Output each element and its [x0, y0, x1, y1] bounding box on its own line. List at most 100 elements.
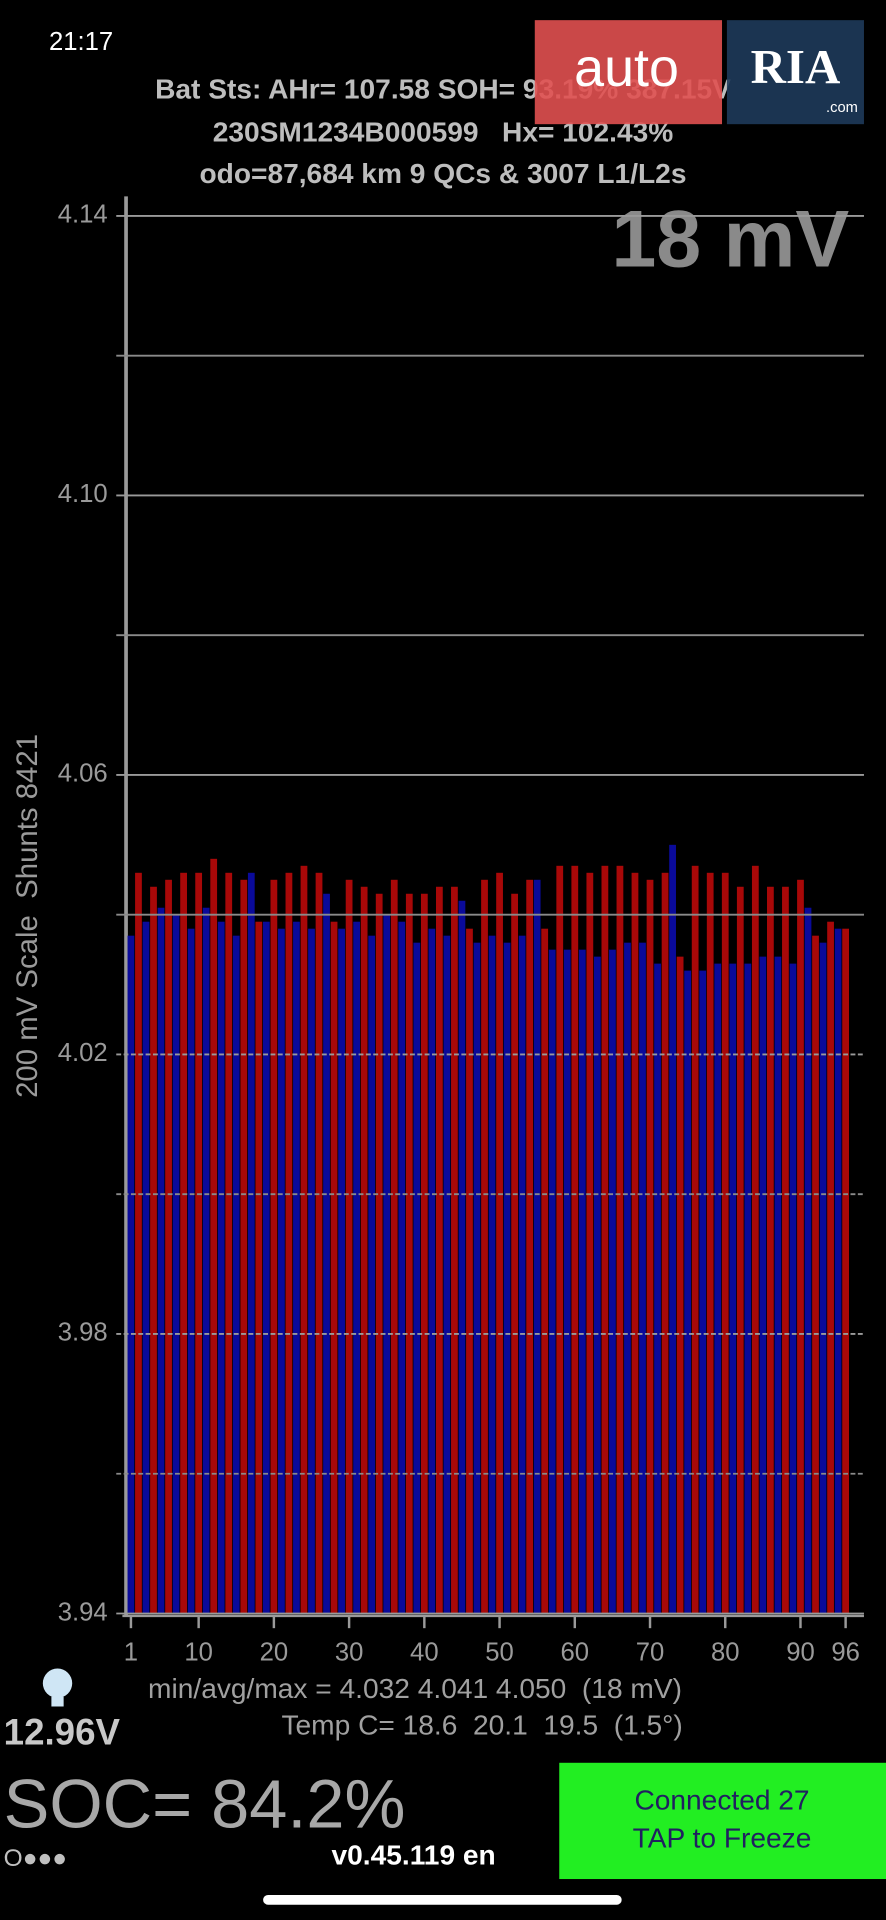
bar [278, 928, 285, 1614]
bar [518, 935, 526, 1614]
bar [135, 872, 142, 1614]
bar [782, 886, 789, 1614]
bar [548, 949, 556, 1614]
bar [609, 949, 616, 1614]
watermark-text: auto [574, 38, 679, 98]
soc: SOC= 84.2% [4, 1765, 406, 1842]
y-tick-label: 3.94 [58, 1598, 108, 1626]
bar [353, 921, 361, 1614]
bar [300, 865, 308, 1614]
bar [541, 928, 549, 1614]
bar [345, 879, 353, 1614]
voltage: 12.96V [4, 1711, 121, 1752]
x-tick-label: 60 [561, 1639, 590, 1667]
bar [428, 928, 436, 1614]
bar [150, 886, 157, 1614]
bar [789, 963, 797, 1614]
bar [721, 872, 729, 1614]
bar [751, 865, 759, 1614]
bar [308, 928, 315, 1614]
watermark-box [534, 20, 723, 125]
bar [255, 921, 263, 1614]
bar [601, 865, 609, 1614]
bar [774, 956, 782, 1614]
bar [503, 942, 511, 1614]
y-tick-label: 4.06 [58, 760, 108, 788]
bar [368, 935, 376, 1614]
bar [240, 879, 248, 1614]
bar [556, 865, 564, 1614]
bar [262, 921, 270, 1614]
x-tick-label: 50 [485, 1639, 514, 1667]
x-tick-label: 70 [636, 1639, 665, 1667]
bar [481, 879, 488, 1614]
bar [691, 865, 699, 1614]
bar [398, 921, 406, 1614]
version: v0.45.119 en [332, 1839, 496, 1870]
stats-line: min/avg/max = 4.032 4.041 4.050 (18 mV) [148, 1673, 682, 1704]
bar [157, 907, 165, 1614]
plot: 4.14 4.10 4.06 4.02 3.98 3.94 1 10 20 30 40 50 60 70 8… [58, 201, 864, 1667]
bar [413, 942, 421, 1614]
bar [676, 956, 684, 1614]
bar [225, 872, 233, 1614]
bar [375, 893, 383, 1614]
bar [624, 942, 631, 1614]
connect-button[interactable] [559, 1762, 886, 1880]
x-tick-label: 90 [786, 1639, 815, 1667]
y-tick-label: 4.14 [58, 201, 108, 229]
bar [834, 928, 842, 1614]
button-text[interactable]: Connected 27 [634, 1784, 809, 1815]
bar [172, 914, 180, 1614]
bar [586, 872, 594, 1614]
bar [744, 963, 752, 1614]
bar [142, 921, 150, 1614]
bar [593, 956, 601, 1614]
y-tick-label: 4.02 [58, 1039, 108, 1067]
bar [511, 893, 518, 1614]
bar [323, 893, 330, 1614]
bar [729, 963, 737, 1614]
bar [210, 858, 218, 1614]
bar [616, 865, 624, 1614]
bar [631, 872, 639, 1614]
bar [405, 893, 413, 1614]
bar [804, 907, 812, 1614]
bar [202, 907, 210, 1614]
bar [420, 893, 428, 1614]
bar [571, 865, 579, 1614]
bar [458, 900, 466, 1614]
bar [473, 942, 481, 1614]
bar [842, 928, 850, 1614]
bar [435, 886, 443, 1614]
bar [383, 914, 391, 1614]
home-bar[interactable] [263, 1894, 622, 1905]
page-dots: O●●● [4, 1845, 67, 1872]
button-text[interactable]: TAP to Freeze [633, 1822, 812, 1853]
bar [195, 872, 203, 1614]
bar [639, 942, 646, 1614]
bar [127, 935, 135, 1614]
bar [466, 928, 473, 1614]
bar [247, 872, 255, 1614]
watermark-box [726, 20, 864, 125]
bar [812, 935, 819, 1614]
bar [451, 886, 458, 1614]
watermark-text: RIA [751, 39, 841, 94]
bar [819, 942, 827, 1614]
bar [646, 879, 654, 1614]
bulb-icon[interactable] [42, 1668, 73, 1698]
bar [360, 886, 368, 1614]
x-tick-label: 20 [260, 1639, 289, 1667]
bar [338, 928, 345, 1614]
bar [699, 970, 707, 1614]
bar [706, 872, 714, 1614]
bar [165, 879, 172, 1614]
bar [759, 956, 767, 1614]
bar [578, 949, 586, 1614]
bar [797, 879, 804, 1614]
bar [827, 921, 834, 1614]
bar [390, 879, 398, 1614]
status-time: 21:17 [49, 28, 113, 56]
